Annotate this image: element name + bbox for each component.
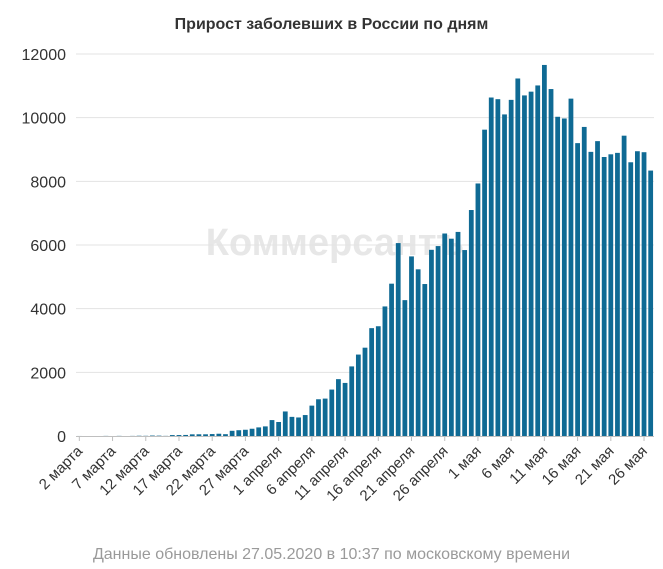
bar — [282, 411, 288, 436]
bar — [541, 64, 547, 436]
bar — [502, 114, 507, 437]
y-tick-label: 4000 — [30, 302, 66, 319]
bar — [389, 283, 394, 436]
bar — [515, 78, 521, 436]
bar — [409, 256, 414, 436]
bar — [276, 421, 282, 436]
bar — [249, 428, 255, 436]
bar — [262, 426, 268, 436]
bar — [382, 306, 388, 436]
x-tick-label: 1 мая — [445, 443, 485, 483]
y-tick-label: 0 — [57, 429, 66, 446]
bar — [468, 210, 474, 436]
bar — [455, 231, 461, 436]
bar — [183, 434, 189, 436]
bar — [442, 233, 448, 436]
bar — [223, 434, 228, 436]
bar — [422, 284, 428, 436]
bar — [375, 326, 381, 436]
bar — [309, 405, 315, 436]
bar — [296, 417, 301, 436]
bar — [535, 85, 541, 436]
bar — [269, 420, 275, 436]
bar — [176, 435, 182, 436]
bar — [362, 347, 368, 436]
y-axis-ticks: 0 2000 4000 6000 8000 10000 12000 — [22, 47, 67, 446]
bar — [236, 430, 242, 436]
bar — [475, 183, 481, 436]
bar — [355, 354, 361, 436]
bar — [369, 328, 375, 436]
bar — [316, 399, 321, 436]
bar — [648, 170, 654, 436]
watermark-logo: Коммерсантъ — [206, 222, 464, 264]
bar — [415, 269, 421, 436]
bar — [256, 427, 262, 436]
bar — [568, 98, 574, 436]
bar — [395, 243, 401, 436]
bar — [429, 249, 434, 436]
gridlines — [76, 53, 654, 373]
chart-title: Прирост заболевших в России по дням — [174, 16, 489, 33]
bar — [628, 162, 634, 436]
bar — [169, 435, 175, 436]
bar — [448, 238, 454, 436]
bar — [621, 135, 627, 436]
bar — [322, 398, 328, 436]
bar — [575, 143, 580, 436]
update-note: Данные обновлены 27.05.2020 в 10:37 по м… — [92, 546, 571, 563]
bar — [555, 116, 561, 436]
y-tick-label: 10000 — [22, 111, 67, 128]
y-tick-label: 8000 — [30, 174, 66, 191]
bar — [595, 141, 600, 436]
y-tick-label: 12000 — [22, 47, 67, 64]
y-tick-label: 6000 — [30, 238, 66, 255]
bar — [608, 154, 614, 436]
bar — [336, 379, 341, 436]
bar — [289, 416, 295, 436]
bar — [189, 434, 195, 436]
bar — [209, 434, 215, 436]
bar — [196, 434, 202, 436]
bar — [243, 429, 248, 436]
bar — [508, 99, 514, 437]
bar — [462, 250, 468, 436]
bar — [402, 300, 408, 436]
bar — [588, 151, 594, 437]
bar — [329, 389, 335, 436]
bar — [302, 415, 308, 436]
bar — [495, 99, 501, 437]
bar — [522, 95, 527, 437]
bar — [482, 129, 487, 437]
bar — [488, 97, 494, 437]
bar — [641, 152, 647, 436]
y-tick-label: 2000 — [30, 365, 66, 382]
bar — [615, 152, 620, 436]
bar — [342, 382, 348, 436]
bar — [216, 433, 222, 436]
bar — [349, 366, 355, 436]
bar — [635, 151, 640, 436]
bar — [561, 118, 567, 437]
bar — [601, 157, 607, 436]
bar — [435, 246, 441, 436]
bar — [229, 430, 235, 436]
bar — [581, 126, 587, 437]
bar — [203, 434, 208, 436]
bars — [76, 64, 654, 437]
bar — [548, 89, 554, 437]
bar — [528, 91, 534, 436]
